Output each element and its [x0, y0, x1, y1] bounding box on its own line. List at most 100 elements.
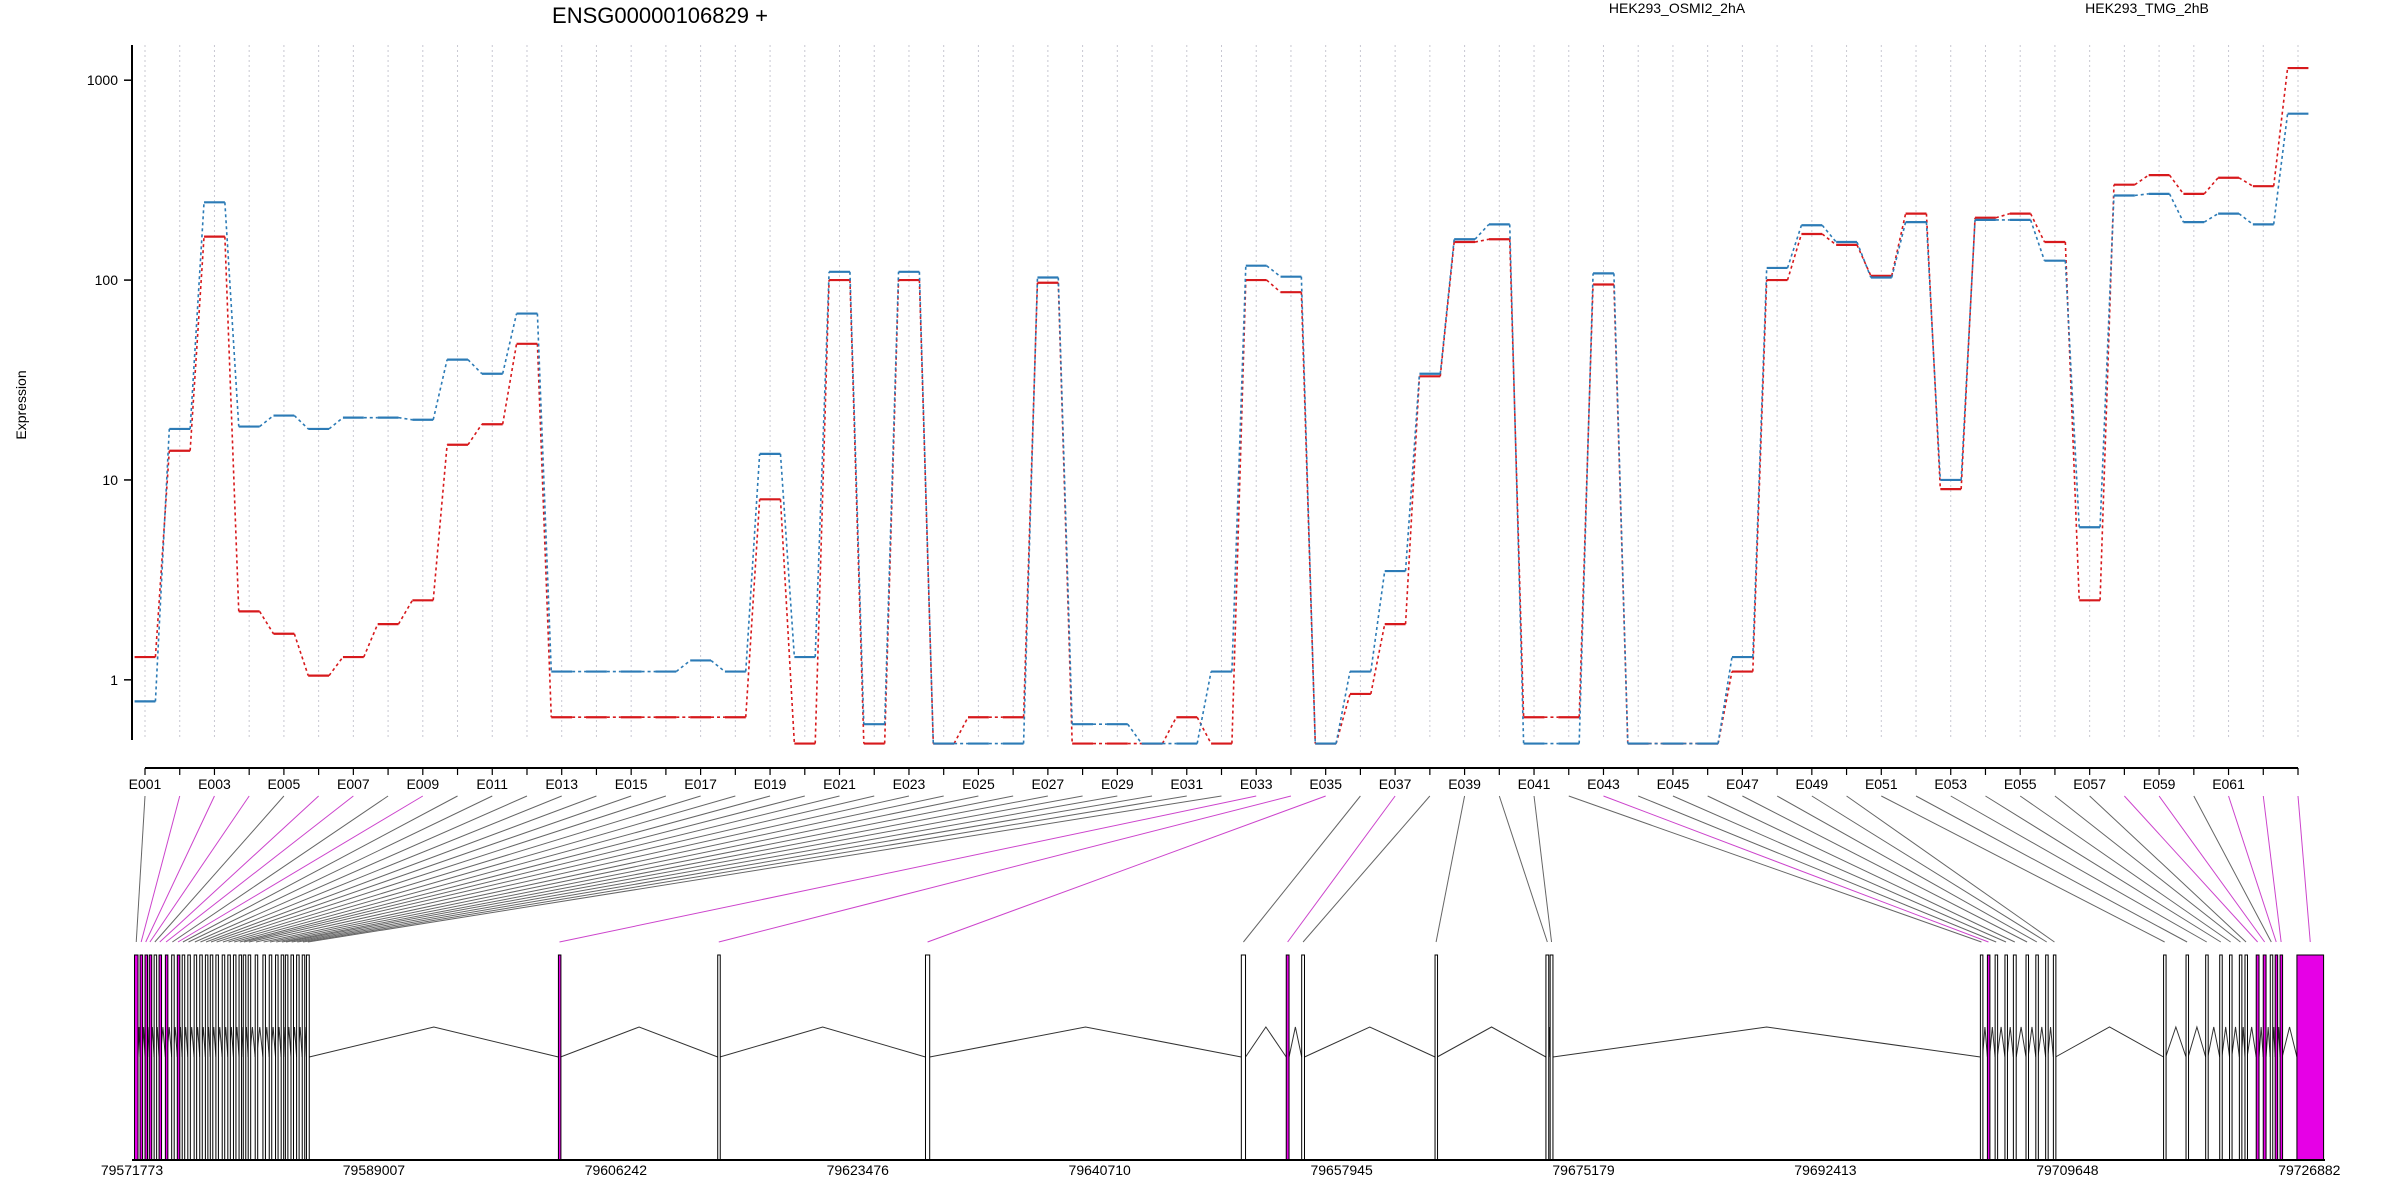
- series-segment: [1890, 213, 1907, 277]
- exon-connector: [718, 795, 1292, 943]
- exon-connector: [243, 795, 840, 943]
- exon-label: E003: [198, 776, 231, 792]
- exon-box: [2035, 954, 2039, 1161]
- exon-box: [238, 954, 243, 1161]
- series-segment: [328, 656, 344, 677]
- intron: [2055, 1026, 2164, 1058]
- series-segment: [1752, 280, 1768, 672]
- exon-connector: [159, 795, 319, 943]
- intron: [1288, 1026, 1303, 1058]
- series-segment: [432, 444, 448, 601]
- genomic-tick-label: 79657945: [1310, 1162, 1373, 1178]
- series-segment: [1752, 267, 1768, 658]
- series-segment: [2238, 212, 2254, 225]
- exon-connector: [285, 795, 1083, 943]
- series-segment: [1508, 224, 1525, 744]
- intron: [1996, 1026, 2006, 1058]
- exon-box: [176, 954, 181, 1161]
- series-segment: [501, 313, 518, 374]
- genomic-tick-label: 79640710: [1069, 1162, 1132, 1178]
- exon-connector: [145, 795, 215, 943]
- genomic-tick-label: 79692413: [1794, 1162, 1857, 1178]
- series-segment: [1578, 273, 1594, 744]
- exon-label: E047: [1726, 776, 1759, 792]
- genomic-axis: 79571773 79589007 79606242 79623476 79640710…: [101, 1159, 2341, 1178]
- series-segment: [1786, 225, 1803, 269]
- exon-box: [924, 954, 931, 1161]
- exon-box: [2025, 954, 2030, 1161]
- series-segment: [883, 271, 900, 725]
- exon-connector: [281, 795, 1048, 943]
- exon-connector: [1881, 795, 2165, 943]
- exon-box: [2185, 954, 2190, 1161]
- series-segment: [675, 659, 691, 673]
- exon-box: [2229, 954, 2233, 1161]
- exon-box: [280, 954, 285, 1161]
- legend-series-b: HEK293_TMG_2hB: [2085, 0, 2209, 16]
- intron: [2006, 1026, 2014, 1058]
- exon-box: [171, 954, 175, 1161]
- intron: [2281, 1026, 2298, 1058]
- series-segment: [1196, 716, 1212, 744]
- series-segment: [224, 202, 240, 427]
- exon-connector: [276, 795, 1014, 943]
- exon-box: [2296, 954, 2325, 1161]
- exon-box: [1986, 954, 1991, 1161]
- series-segment: [1786, 233, 1803, 281]
- exon-box: [268, 954, 273, 1161]
- exon-label: E031: [1170, 776, 1203, 792]
- exon-box: [204, 954, 209, 1161]
- series-segment: [2134, 193, 2149, 197]
- exon-connector: [2297, 795, 2311, 943]
- exon-box: [284, 954, 289, 1161]
- exon-connector: [194, 795, 528, 943]
- exon-connector: [302, 795, 1187, 943]
- exon-label: E005: [268, 776, 301, 792]
- series-segment: [1890, 221, 1907, 278]
- series-segment: [2099, 195, 2115, 528]
- exon-box: [2238, 954, 2243, 1161]
- exon-box: [247, 954, 252, 1161]
- series-segment: [779, 453, 796, 658]
- exon-connector: [154, 795, 285, 943]
- exon-box: [158, 954, 163, 1161]
- series-segment: [1474, 238, 1490, 243]
- exon-box: [2012, 954, 2017, 1161]
- exon-label: E061: [2212, 776, 2245, 792]
- exon-connector: [188, 795, 493, 943]
- exon-box: [2279, 954, 2284, 1161]
- genomic-tick-label: 79571773: [101, 1162, 164, 1178]
- exon-box: [187, 954, 191, 1161]
- exon-connectors: [135, 795, 2311, 943]
- exon-label: E059: [2143, 776, 2176, 792]
- exon-connector: [263, 795, 944, 943]
- exon-label: E053: [1934, 776, 1967, 792]
- exon-connector: [255, 795, 910, 943]
- exon-label: E013: [545, 776, 578, 792]
- y-tick-label: 1000: [87, 72, 118, 88]
- exon-box: [305, 954, 310, 1161]
- exon-boxes: [133, 954, 2325, 1161]
- genomic-tick-label: 79726882: [2278, 1162, 2341, 1178]
- exon-box: [1979, 954, 1984, 1161]
- series-segment: [224, 236, 240, 612]
- intron: [560, 1026, 718, 1058]
- genomic-tick-label: 79623476: [827, 1162, 890, 1178]
- exon-connector: [2124, 795, 2258, 943]
- exon-box: [2163, 954, 2167, 1161]
- exon-box: [1434, 954, 1439, 1161]
- intron: [2207, 1026, 2221, 1058]
- genomic-tick-label: 79606242: [585, 1162, 648, 1178]
- exon-box: [221, 954, 226, 1161]
- series-HEK293_TMG_2hB: [134, 112, 2309, 745]
- series-segment: [1960, 219, 1976, 480]
- series-segment: [2238, 177, 2254, 187]
- series-segment: [1231, 265, 1247, 672]
- exon-box: [227, 954, 231, 1161]
- series-segment: [363, 623, 379, 658]
- exon-box: [1549, 954, 1554, 1161]
- series-segment: [1508, 239, 1525, 718]
- exon-label: E009: [406, 776, 439, 792]
- series-segment: [154, 450, 171, 658]
